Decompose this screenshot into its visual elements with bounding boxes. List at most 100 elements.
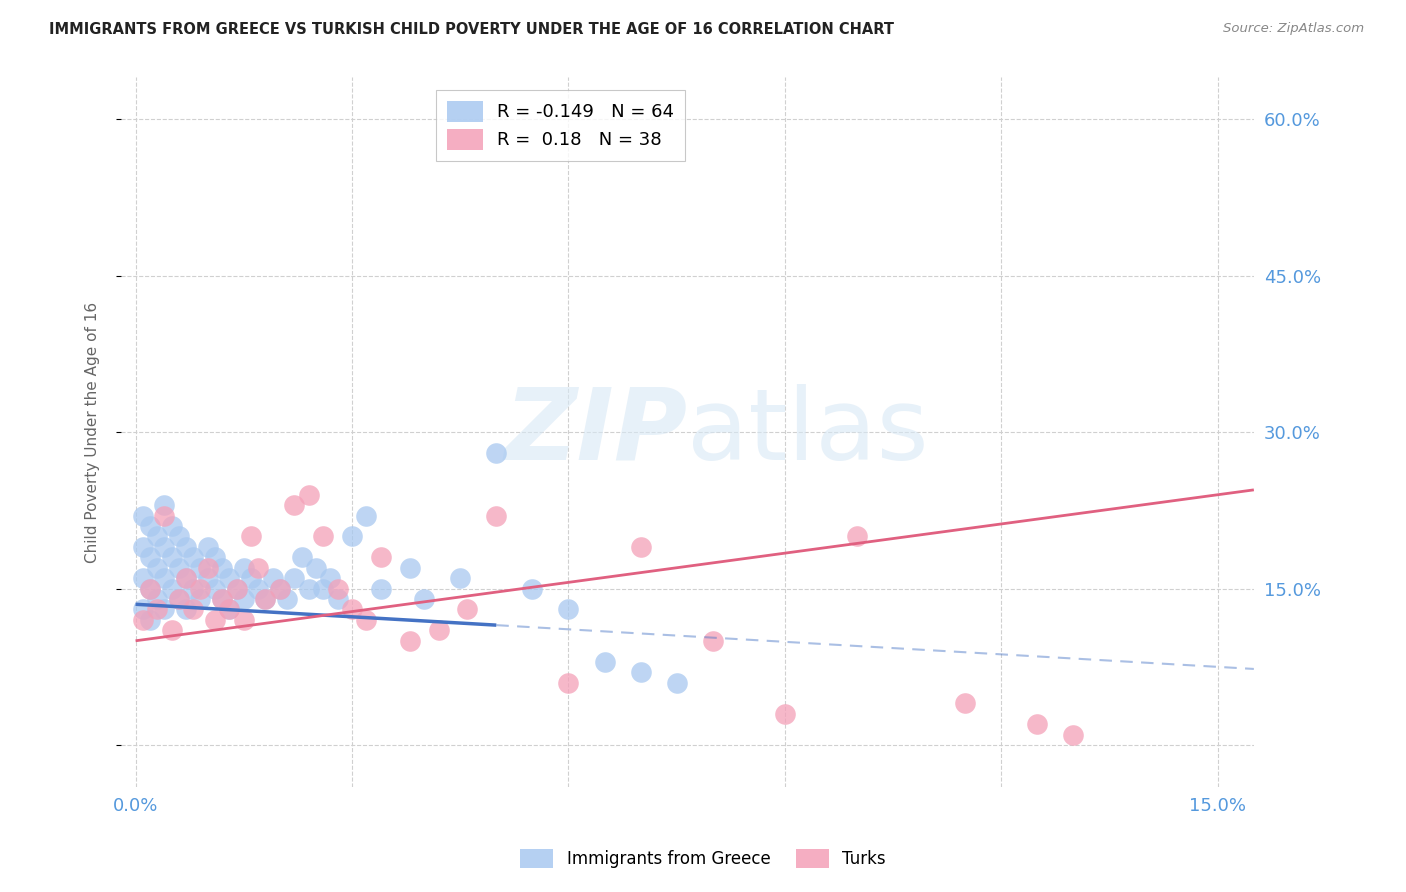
- Point: [153, 540, 176, 554]
- Point: [190, 582, 212, 596]
- Point: [254, 592, 277, 607]
- Point: [485, 508, 508, 523]
- Point: [153, 571, 176, 585]
- Point: [557, 675, 579, 690]
- Point: [557, 602, 579, 616]
- Point: [174, 571, 197, 585]
- Point: [485, 446, 508, 460]
- Text: IMMIGRANTS FROM GREECE VS TURKISH CHILD POVERTY UNDER THE AGE OF 16 CORRELATION : IMMIGRANTS FROM GREECE VS TURKISH CHILD …: [49, 22, 894, 37]
- Point: [139, 550, 162, 565]
- Point: [181, 550, 204, 565]
- Point: [218, 602, 240, 616]
- Point: [211, 592, 233, 607]
- Point: [211, 592, 233, 607]
- Point: [153, 508, 176, 523]
- Point: [167, 529, 190, 543]
- Point: [160, 550, 183, 565]
- Point: [630, 665, 652, 679]
- Point: [167, 592, 190, 607]
- Point: [167, 592, 190, 607]
- Point: [153, 602, 176, 616]
- Point: [146, 529, 169, 543]
- Point: [197, 561, 219, 575]
- Point: [160, 519, 183, 533]
- Point: [146, 602, 169, 616]
- Point: [340, 602, 363, 616]
- Point: [319, 571, 342, 585]
- Point: [204, 613, 226, 627]
- Point: [218, 602, 240, 616]
- Legend: Immigrants from Greece, Turks: Immigrants from Greece, Turks: [513, 842, 893, 875]
- Point: [427, 624, 450, 638]
- Point: [290, 550, 312, 565]
- Point: [240, 529, 263, 543]
- Point: [139, 582, 162, 596]
- Point: [174, 571, 197, 585]
- Point: [232, 592, 254, 607]
- Text: ZIP: ZIP: [505, 384, 688, 481]
- Point: [247, 561, 270, 575]
- Point: [167, 561, 190, 575]
- Point: [225, 582, 247, 596]
- Point: [232, 613, 254, 627]
- Point: [153, 498, 176, 512]
- Point: [181, 582, 204, 596]
- Point: [132, 540, 155, 554]
- Point: [146, 561, 169, 575]
- Point: [160, 582, 183, 596]
- Point: [326, 582, 349, 596]
- Point: [132, 613, 155, 627]
- Point: [846, 529, 869, 543]
- Point: [174, 602, 197, 616]
- Text: atlas: atlas: [688, 384, 929, 481]
- Point: [370, 550, 392, 565]
- Point: [449, 571, 471, 585]
- Point: [356, 613, 378, 627]
- Point: [181, 602, 204, 616]
- Point: [312, 582, 335, 596]
- Point: [283, 571, 305, 585]
- Point: [305, 561, 328, 575]
- Point: [174, 540, 197, 554]
- Point: [197, 571, 219, 585]
- Point: [593, 655, 616, 669]
- Point: [1026, 717, 1049, 731]
- Point: [146, 592, 169, 607]
- Point: [132, 602, 155, 616]
- Point: [247, 582, 270, 596]
- Point: [204, 550, 226, 565]
- Point: [132, 508, 155, 523]
- Point: [1063, 728, 1085, 742]
- Point: [370, 582, 392, 596]
- Point: [262, 571, 284, 585]
- Point: [211, 561, 233, 575]
- Point: [225, 582, 247, 596]
- Point: [139, 613, 162, 627]
- Point: [254, 592, 277, 607]
- Point: [197, 540, 219, 554]
- Point: [398, 561, 420, 575]
- Point: [340, 529, 363, 543]
- Point: [160, 624, 183, 638]
- Legend: R = -0.149   N = 64, R =  0.18   N = 38: R = -0.149 N = 64, R = 0.18 N = 38: [436, 90, 685, 161]
- Point: [665, 675, 688, 690]
- Point: [702, 633, 724, 648]
- Point: [269, 582, 291, 596]
- Point: [240, 571, 263, 585]
- Point: [955, 697, 977, 711]
- Point: [276, 592, 298, 607]
- Point: [398, 633, 420, 648]
- Point: [269, 582, 291, 596]
- Point: [204, 582, 226, 596]
- Point: [232, 561, 254, 575]
- Text: Source: ZipAtlas.com: Source: ZipAtlas.com: [1223, 22, 1364, 36]
- Point: [218, 571, 240, 585]
- Point: [139, 519, 162, 533]
- Point: [413, 592, 436, 607]
- Point: [139, 582, 162, 596]
- Point: [132, 571, 155, 585]
- Point: [773, 706, 796, 721]
- Point: [298, 488, 321, 502]
- Point: [283, 498, 305, 512]
- Point: [326, 592, 349, 607]
